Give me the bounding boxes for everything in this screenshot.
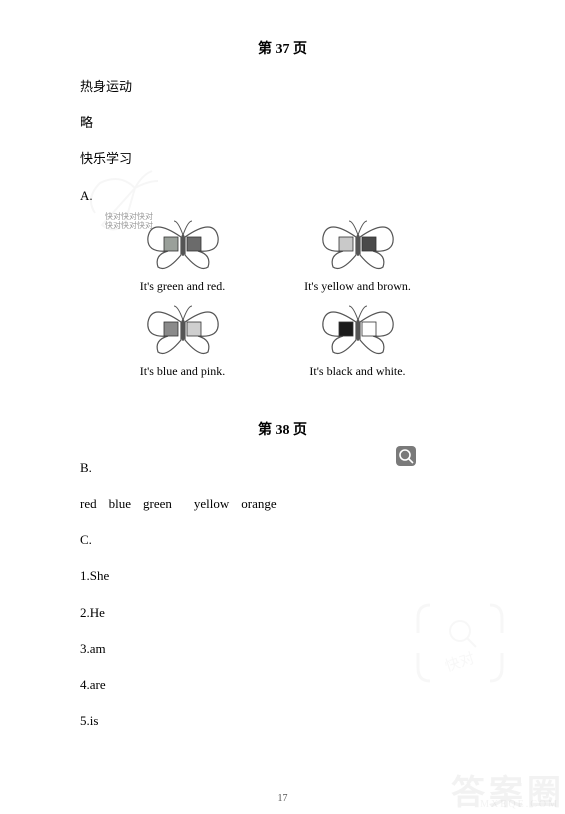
butterfly-caption: It's green and red. [95, 279, 270, 294]
answer-5: 5.is [80, 712, 565, 730]
answer-1: 1.She [80, 567, 565, 585]
kuaidui-small-text: 快对快对快对 快对快对快对 [105, 213, 153, 231]
warmup-label: 热身运动 [80, 78, 565, 96]
page-37-title: 第 37 页 [0, 38, 565, 58]
answer-circle-watermark: 答案圈 [451, 765, 565, 814]
butterfly-grid: It's green and red. It's yellow and brow… [95, 215, 565, 379]
color-word: orange [241, 496, 276, 511]
page-38-content: B. redblue green yellow orange C. 1.She 2.H… [80, 459, 565, 731]
magnifier-icon [396, 446, 416, 466]
colors-list: redblue green yellow orange [80, 495, 565, 513]
section-b-label: B. [80, 459, 565, 477]
page-37-content: 热身运动 略 快乐学习 A. [80, 78, 565, 205]
color-word: red [80, 496, 97, 511]
page-number: 17 [0, 793, 565, 804]
section-c-label: C. [80, 531, 565, 549]
happy-study-label: 快乐学习 [80, 150, 565, 168]
color-word: blue [109, 496, 131, 511]
page-38-title: 第 38 页 [0, 419, 565, 439]
butterfly-cell: It's blue and pink. [95, 300, 270, 379]
section-a-label: A. [80, 187, 565, 205]
omit-label: 略 [80, 114, 565, 132]
color-word: green [143, 496, 172, 511]
butterfly-cell: It's black and white. [270, 300, 445, 379]
butterfly-cell: It's yellow and brown. [270, 215, 445, 294]
answer-3: 3.am [80, 640, 565, 658]
butterfly-caption: It's yellow and brown. [270, 279, 445, 294]
answer-4: 4.are [80, 676, 565, 694]
color-word: yellow [194, 496, 229, 511]
butterfly-caption: It's black and white. [270, 364, 445, 379]
answer-2: 2.He [80, 604, 565, 622]
butterfly-caption: It's blue and pink. [95, 364, 270, 379]
